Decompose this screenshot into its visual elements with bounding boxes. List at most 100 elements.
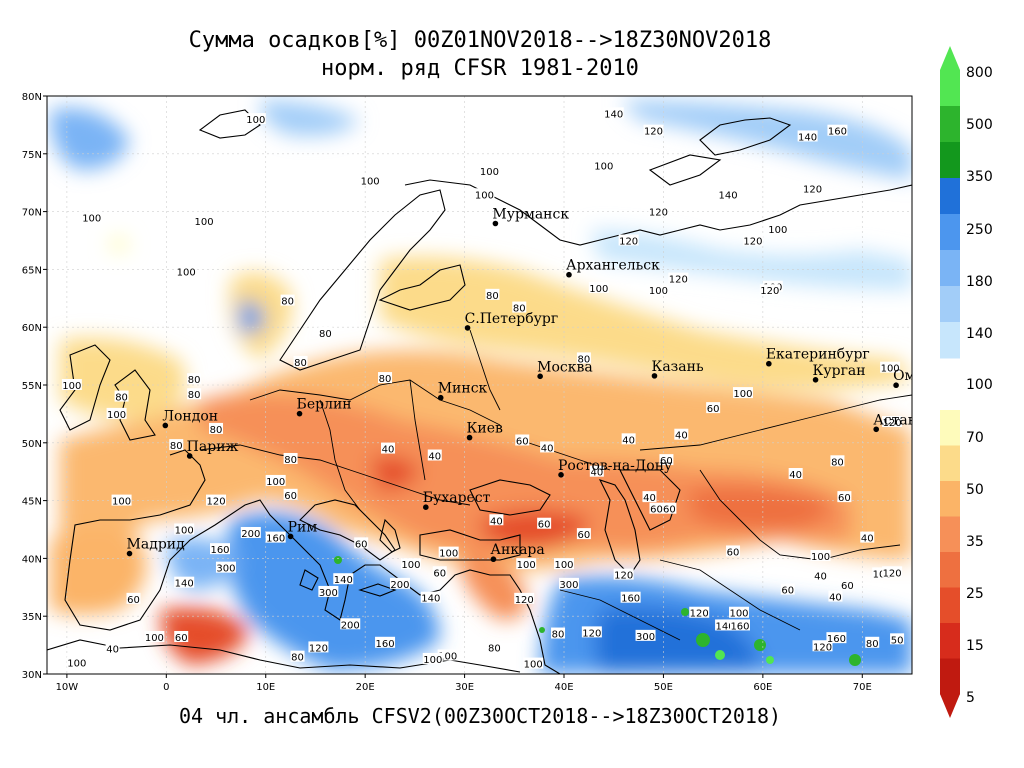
contour-label-bg <box>479 165 500 177</box>
contour-label-bg <box>581 626 602 638</box>
contour-label-bg <box>514 592 535 604</box>
contour-label: 200 <box>341 620 360 631</box>
lon-tick-label: 10E <box>256 682 275 693</box>
contour-label-bg <box>420 591 441 603</box>
contour-label-bg <box>240 526 261 538</box>
contour-label: 140 <box>719 190 738 201</box>
contour-label: 120 <box>614 571 633 582</box>
contour-label: 100 <box>266 477 285 488</box>
city-label: Лондон <box>162 408 218 424</box>
contour-label: 80 <box>115 393 128 404</box>
city-marker <box>126 550 133 557</box>
city-marker <box>492 220 499 227</box>
contour-label-bg <box>588 281 609 293</box>
contour-label-bg <box>422 652 443 664</box>
contour-label: 60 <box>781 586 794 597</box>
contour-label-bg <box>706 402 721 414</box>
legend-arrow-bottom <box>940 694 960 718</box>
city-label: Ростов-на-Дону <box>558 458 673 474</box>
city-marker <box>466 434 473 441</box>
city-label: Казань <box>651 359 703 375</box>
contour-label-bg <box>283 452 298 464</box>
lat-tick-label: 45N <box>22 497 42 508</box>
contour-label: 160 <box>621 594 640 605</box>
contour-label: 100 <box>361 176 380 187</box>
city-marker <box>893 382 899 389</box>
contour-label-bg <box>715 619 736 631</box>
city-marker <box>490 556 497 563</box>
contour-label: 40 <box>490 516 503 527</box>
contour-label: 100 <box>524 660 543 671</box>
contour-label: 120 <box>669 275 688 286</box>
contour-label: 300 <box>636 632 655 643</box>
city-marker <box>464 325 471 331</box>
contour-label: 80 <box>513 304 526 315</box>
contour-label: 100 <box>649 286 668 297</box>
contour-label-bg <box>265 531 286 543</box>
contour-label-bg <box>689 606 710 618</box>
city-marker <box>287 533 294 540</box>
contour-label: 100 <box>480 167 499 178</box>
contour-label-bg <box>742 234 763 246</box>
legend-swatch <box>940 286 960 323</box>
contour-label-bg <box>280 294 295 306</box>
contour-label-bg <box>174 631 189 643</box>
contour-label-bg <box>515 434 530 446</box>
legend-label: 500 <box>966 117 993 133</box>
contour-label: 100 <box>423 655 442 666</box>
contour-label-bg <box>613 568 634 580</box>
contour-label: 80 <box>552 630 565 641</box>
contour-label-bg <box>797 130 818 142</box>
contour-label-bg <box>718 188 739 200</box>
legend-label: 25 <box>966 586 984 602</box>
coastlines <box>47 109 912 674</box>
contour-label-bg <box>865 636 880 648</box>
contour-label-bg <box>427 449 442 461</box>
contour-label: 60 <box>127 595 140 606</box>
contour-label: 40 <box>789 470 802 481</box>
contour-label-bg <box>674 428 689 440</box>
contour-label: 120 <box>644 127 663 138</box>
contour-label: 80 <box>319 329 332 340</box>
contour-label: 300 <box>216 564 235 575</box>
legend-label: 180 <box>966 274 993 290</box>
contour-label-bg <box>61 379 82 390</box>
contour-label-bg <box>726 545 741 557</box>
contour-label-bg <box>174 523 195 535</box>
contour-label-bg <box>802 182 823 194</box>
contour-label: 40 <box>590 468 603 479</box>
contour-label-bg <box>537 517 552 529</box>
contour-label-bg <box>810 550 831 562</box>
contour-label: 50 <box>891 635 904 646</box>
contour-label: 100 <box>145 633 164 644</box>
contour-label-bg <box>308 641 329 653</box>
city-label: Курган <box>813 363 866 379</box>
lon-tick-label: 70E <box>853 682 872 693</box>
lat-tick-label: 65N <box>22 265 42 276</box>
contour-label: 40 <box>382 445 395 456</box>
contour-label-bg <box>813 569 828 581</box>
lon-tick-label: 40E <box>554 682 573 693</box>
contour-label: 100 <box>112 497 131 508</box>
contour-label-bg <box>729 619 750 631</box>
contour-label-bg <box>662 502 677 514</box>
contour-label-bg <box>589 465 604 477</box>
contour-label-bg <box>474 188 495 200</box>
contour-label-bg <box>215 561 236 573</box>
contour-label: 120 <box>743 237 762 248</box>
contour-label-bg <box>523 657 544 669</box>
contour-label-bg <box>516 558 537 570</box>
contour-label: 40 <box>106 645 119 656</box>
lat-tick-label: 30N <box>22 670 42 681</box>
city-label: Мурманск <box>492 207 569 223</box>
city-marker <box>566 271 572 278</box>
contour-label-bg <box>788 468 803 480</box>
legend-swatch <box>940 587 960 624</box>
contour-label-bg <box>668 272 689 284</box>
contour-label-bg <box>576 528 591 540</box>
contour-label: 80 <box>578 354 591 365</box>
contour-label-bg <box>187 388 202 400</box>
contour-label: 80 <box>831 457 844 468</box>
contour-label-bg <box>648 205 669 217</box>
contour-label-bg <box>169 439 184 451</box>
